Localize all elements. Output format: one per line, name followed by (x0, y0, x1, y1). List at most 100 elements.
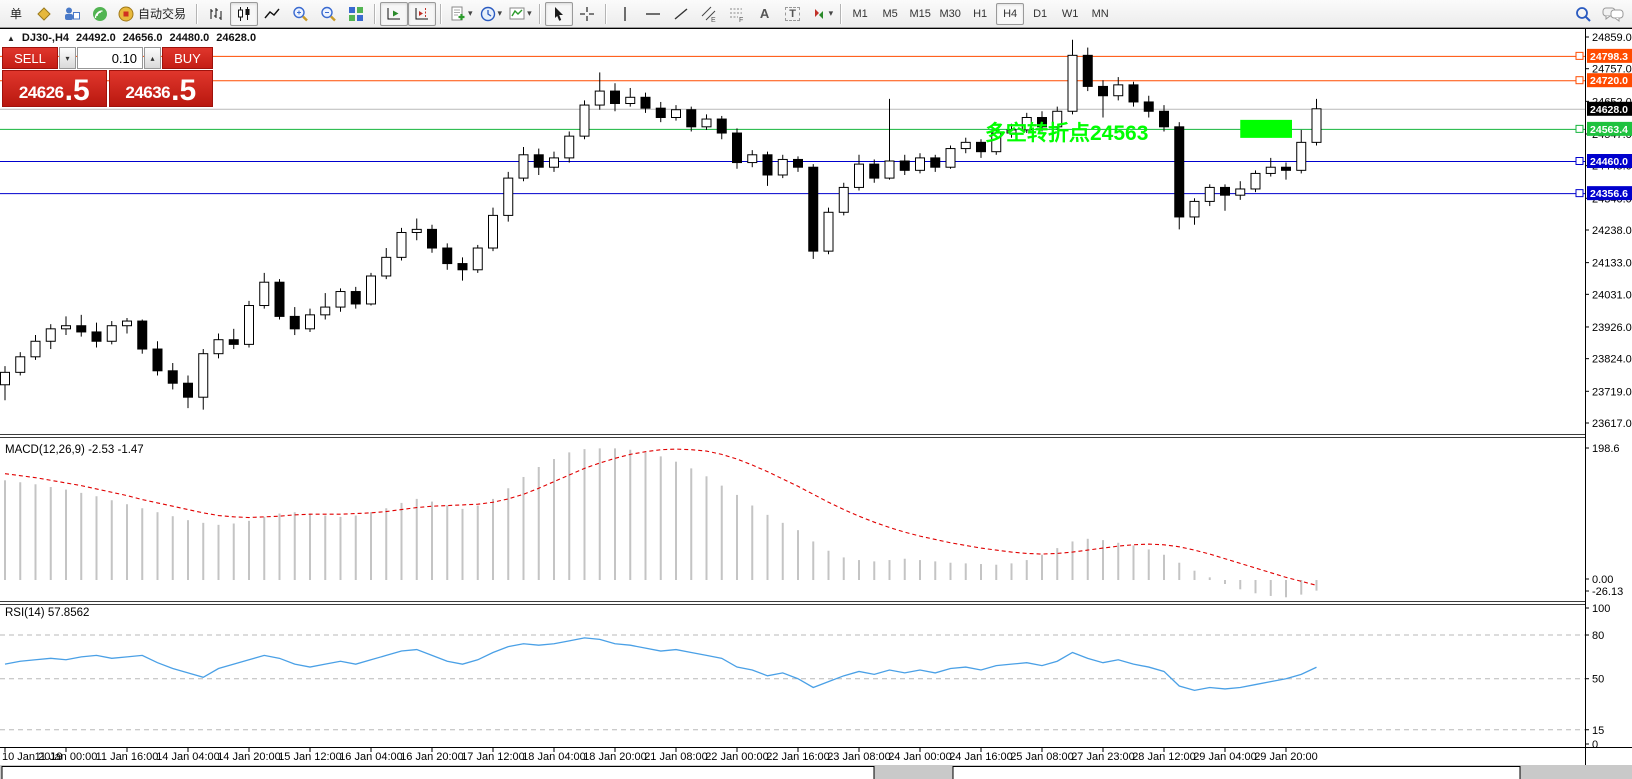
low-value: 24480.0 (169, 32, 210, 44)
community-user-icon[interactable] (58, 2, 86, 26)
auto-scroll-button[interactable] (380, 1, 409, 26)
timeframe-button-h1[interactable]: H1 (973, 7, 988, 20)
one-click-trading-panel: SELL ▾ ▴ BUY 24626 .5 24636 .5 (2, 47, 213, 107)
new-chart-button[interactable]: ▾ (446, 2, 476, 26)
buy-price-int: 24636 (125, 83, 171, 102)
volume-dropdown-button[interactable]: ▾ (59, 47, 76, 69)
close-value: 24628.0 (216, 32, 257, 44)
svg-text:17 Jan 12:00: 17 Jan 12:00 (461, 751, 525, 763)
text-tool-button[interactable]: A (759, 6, 770, 21)
candlestick-mode-button[interactable] (230, 1, 259, 26)
bottom-window-strip (0, 765, 1632, 779)
new-order-button[interactable]: 单 (2, 2, 30, 26)
zoom-out-button[interactable] (314, 2, 342, 26)
svg-text:198.6: 198.6 (1592, 443, 1620, 455)
svg-text:0.00: 0.00 (1592, 574, 1613, 586)
equidistant-channel-tool-button[interactable]: E (695, 2, 723, 26)
svg-text:100: 100 (1592, 603, 1610, 615)
volume-up-button[interactable]: ▴ (144, 47, 161, 69)
sell-button[interactable]: SELL (2, 47, 58, 69)
svg-text:24628.0: 24628.0 (1590, 104, 1628, 116)
timeframe-button-m15[interactable]: M15 (909, 7, 931, 20)
fibonacci-tool-button[interactable]: F (723, 2, 751, 26)
periods-clock-button[interactable]: ▾ (476, 2, 506, 26)
toolbar-separator (374, 3, 377, 24)
vertical-line-tool-button[interactable] (611, 2, 639, 26)
timeframe-button-d1[interactable]: D1 (1033, 7, 1048, 20)
chevron-down-icon: ▾ (828, 8, 834, 18)
svg-text:24 Jan 00:00: 24 Jan 00:00 (888, 751, 952, 763)
chevron-down-icon: ▾ (527, 8, 532, 18)
tile-windows-button[interactable] (342, 2, 370, 26)
timeframe-button-mn[interactable]: MN (1091, 7, 1109, 20)
svg-text:18 Jan 20:00: 18 Jan 20:00 (583, 751, 647, 763)
svg-text:21 Jan 08:00: 21 Jan 08:00 (644, 751, 708, 763)
timeframe-group: M1 M5 M15 M30 H1 H4 D1 W1 MN (846, 2, 1114, 25)
buy-button[interactable]: BUY (162, 47, 213, 69)
svg-text:-26.13: -26.13 (1592, 586, 1623, 598)
open-value: 24492.0 (76, 32, 116, 44)
toolbar-separator (538, 3, 541, 24)
timeframe-button-h4[interactable]: H4 (996, 2, 1025, 25)
autotrading-button[interactable]: 自动交易 (114, 2, 192, 26)
timeframe-button-w1[interactable]: W1 (1061, 7, 1079, 20)
volume-input[interactable] (77, 47, 143, 69)
svg-text:15 Jan 12:00: 15 Jan 12:00 (278, 751, 342, 763)
sell-price-display[interactable]: 24626 .5 (2, 70, 107, 107)
svg-text:24 Jan 16:00: 24 Jan 16:00 (949, 751, 1013, 763)
main-toolbar: 单 自动交易 (0, 0, 1632, 28)
collapse-panel-icon[interactable]: ▲ (7, 33, 15, 43)
autotrading-label: 自动交易 (138, 7, 187, 21)
chart-frame (0, 28, 1632, 765)
svg-text:F: F (739, 17, 743, 23)
svg-text:11 Jan 16:00: 11 Jan 16:00 (96, 751, 159, 763)
svg-text:23617.0: 23617.0 (1592, 418, 1632, 430)
chart-shift-button[interactable] (408, 1, 437, 26)
high-value: 24656.0 (122, 32, 163, 44)
sell-button-label: SELL (14, 50, 46, 66)
toolbar-separator (196, 3, 199, 24)
arrows-tool-button[interactable]: ▾ (807, 2, 837, 26)
bar-chart-mode-button[interactable] (202, 2, 230, 26)
svg-text:18 Jan 04:00: 18 Jan 04:00 (522, 751, 586, 763)
svg-text:22 Jan 00:00: 22 Jan 00:00 (705, 751, 769, 763)
svg-text:0: 0 (1592, 739, 1598, 751)
bottom-window-right[interactable] (952, 766, 1521, 779)
chevron-down-icon: ▾ (65, 53, 70, 63)
svg-text:28 Jan 12:00: 28 Jan 12:00 (1132, 751, 1196, 763)
profile-icon[interactable] (30, 2, 58, 26)
svg-text:RSI(14) 57.8562: RSI(14) 57.8562 (5, 607, 89, 619)
svg-text:23 Jan 08:00: 23 Jan 08:00 (827, 751, 891, 763)
zoom-in-button[interactable] (286, 2, 314, 26)
bottom-window-left[interactable] (1, 766, 875, 779)
crosshair-tool-button[interactable] (573, 2, 601, 26)
horizontal-line-tool-button[interactable] (639, 2, 667, 26)
svg-text:E: E (711, 17, 716, 23)
indicators-button[interactable]: ▾ (505, 2, 535, 26)
chat-icon[interactable] (1602, 5, 1624, 23)
svg-text:23926.0: 23926.0 (1592, 322, 1632, 334)
svg-text:14 Jan 20:00: 14 Jan 20:00 (217, 751, 281, 763)
chevron-up-icon: ▴ (150, 53, 155, 63)
buy-price-dec: .5 (171, 74, 197, 107)
macd-panel: MACD(12,26,9) -2.53 -1.47 198.6 0.00-26.13 (4, 443, 1623, 598)
svg-text:15: 15 (1592, 725, 1604, 737)
svg-text:24720.0: 24720.0 (1590, 75, 1628, 87)
buy-button-label: BUY (174, 50, 201, 66)
text-label-tool-button[interactable]: T (779, 2, 807, 26)
candles-layer (0, 39, 1322, 410)
broadcast-icon[interactable] (86, 2, 114, 26)
toolbar-separator (840, 3, 843, 24)
search-icon[interactable] (1574, 5, 1592, 23)
timeframe-button-m30[interactable]: M30 (939, 7, 961, 20)
timeframe-button-m5[interactable]: M5 (882, 7, 898, 20)
svg-text:24757.0: 24757.0 (1592, 64, 1632, 76)
svg-text:29 Jan 04:00: 29 Jan 04:00 (1193, 751, 1257, 763)
buy-price-display[interactable]: 24636 .5 (108, 70, 213, 107)
trendline-tool-button[interactable] (667, 2, 695, 26)
cursor-tool-button[interactable] (544, 1, 573, 26)
line-chart-mode-button[interactable] (258, 2, 286, 26)
timeframe-button-m1[interactable]: M1 (852, 7, 868, 20)
